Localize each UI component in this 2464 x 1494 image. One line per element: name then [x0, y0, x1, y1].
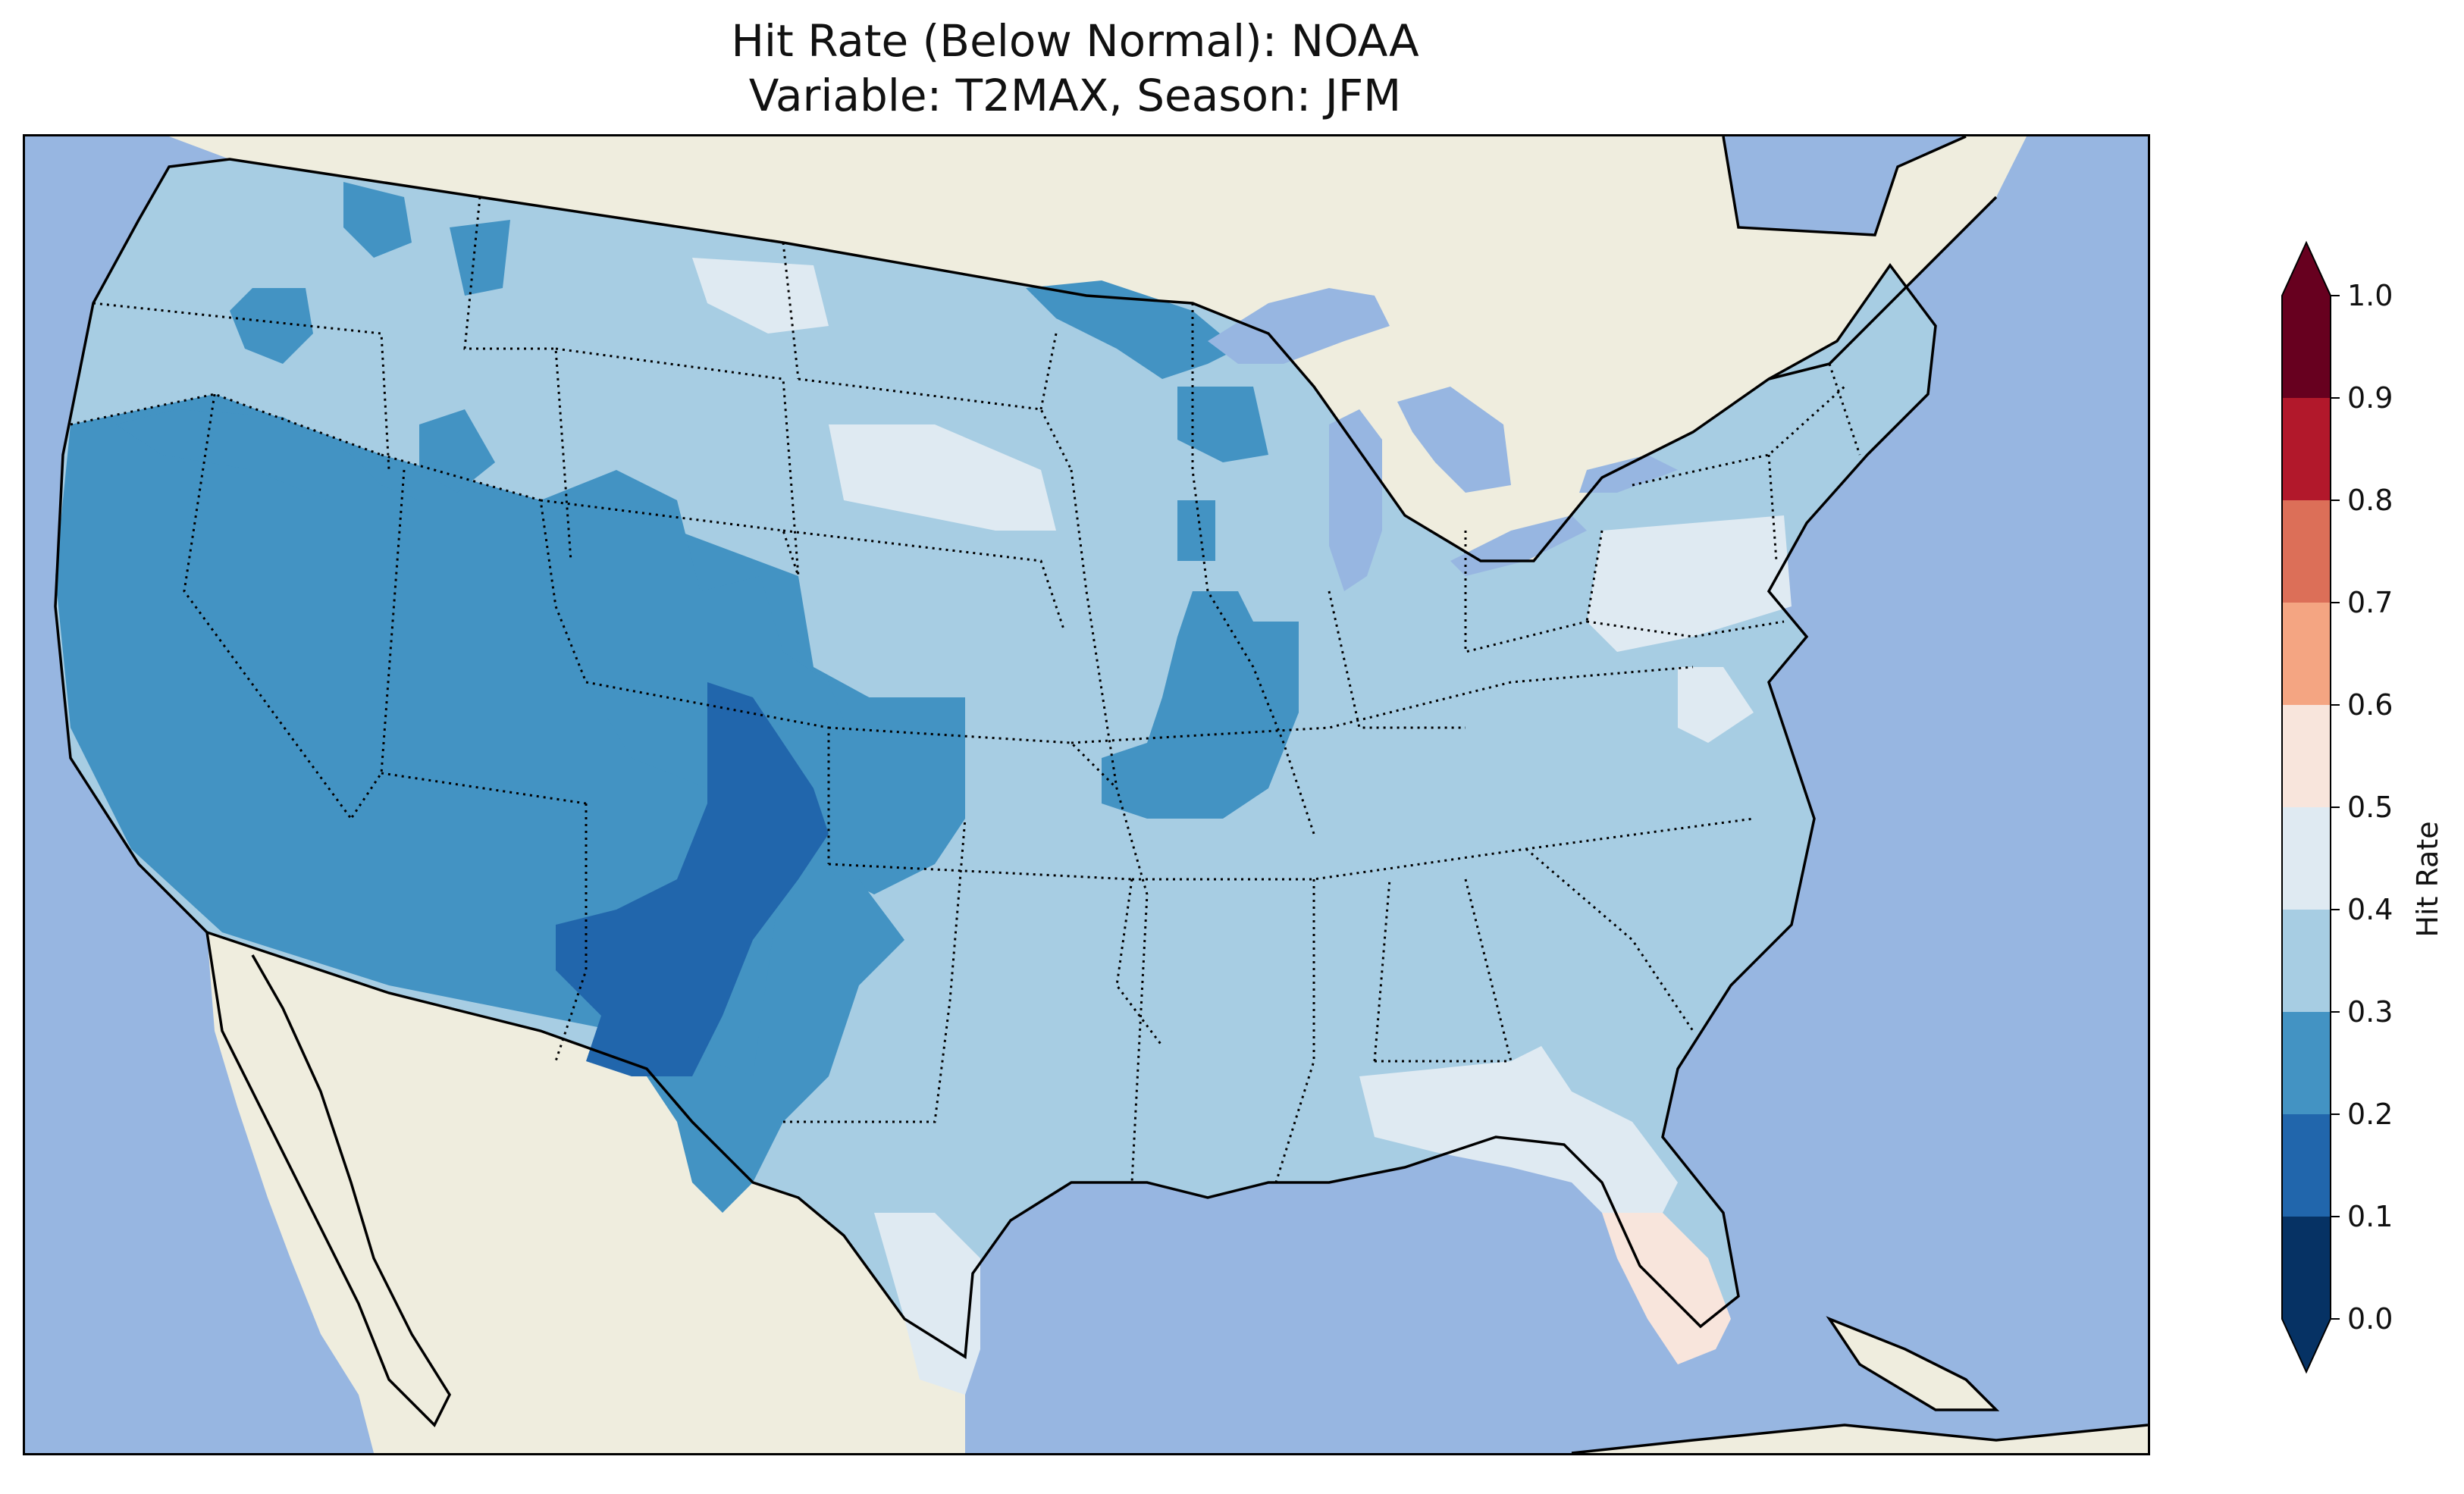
colorbar-bin	[2282, 705, 2331, 807]
montana-northeast-region	[692, 258, 829, 334]
colorbar-tick-label: 0.9	[2347, 381, 2393, 415]
colorbar-tick-label: 0.6	[2347, 688, 2393, 722]
colorbar-tick-label: 0.3	[2347, 995, 2393, 1029]
colorbar-bin	[2282, 296, 2331, 398]
kansas-oklahoma-region	[844, 697, 965, 894]
colorado-wyoming-region	[541, 470, 859, 819]
state-borders	[70, 196, 1861, 1183]
map-svg	[54, 136, 2148, 1453]
conus-outline	[54, 158, 1937, 1359]
colorbar-tick-label: 0.5	[2347, 791, 2393, 824]
washington-patch-1	[230, 288, 313, 364]
bahamas-land	[1572, 1425, 2148, 1453]
colorbar-bin	[2282, 603, 2331, 705]
washington-patch-3	[450, 220, 510, 296]
missouri-illinois-region	[1102, 591, 1299, 819]
gulf-coast-region	[1359, 1046, 1678, 1213]
colorbar-bin	[2282, 1012, 2331, 1114]
colorbar-label: Hit Rate	[2411, 821, 2444, 937]
cuba-land	[1829, 1319, 1996, 1410]
colorbar-bin	[2282, 1114, 2331, 1217]
canada-land	[169, 136, 2027, 561]
conus-base	[55, 159, 1936, 1357]
lake-huron	[1397, 387, 1511, 493]
wisconsin-patch	[1177, 387, 1268, 462]
lake-ontario	[1579, 455, 1678, 493]
colorbar-ticks: 0.0 0.1 0.2 0.3 0.4 0.5 0.6 0.7 0.8 0.9 1.0	[2331, 279, 2393, 1336]
virginia-west-region	[1678, 667, 1754, 743]
colorbar-tick-label: 0.4	[2347, 893, 2393, 926]
colorbar: 0.0 0.1 0.2 0.3 0.4 0.5 0.6 0.7 0.8 0.9 1.0 Hit Ra…	[2281, 240, 2444, 1374]
colorbar-tick-label: 0.8	[2347, 484, 2393, 517]
bahamas-outline	[1571, 1424, 2148, 1453]
minnesota-north-region	[1026, 280, 1238, 379]
mexico-land	[207, 932, 965, 1453]
colorbar-extend-max	[2282, 243, 2331, 296]
pennsylvania-region	[1587, 515, 1792, 652]
washington-patch-2	[343, 182, 412, 258]
colorbar-bin	[2282, 398, 2331, 500]
oregon-south-region	[116, 409, 419, 500]
colorbar-tick-label: 0.0	[2347, 1302, 2393, 1336]
map-frame	[23, 134, 2150, 1455]
iowa-illinois-patch	[1177, 500, 1215, 561]
colorbar-bin	[2282, 807, 2331, 910]
colorbar-tick-label: 0.7	[2347, 586, 2393, 619]
baja-outline	[205, 932, 452, 1427]
cuba-outline	[1826, 1316, 2000, 1411]
colorbar-tick-label: 0.1	[2347, 1200, 2393, 1233]
new-mexico-core	[556, 682, 829, 1076]
colorbar-extend-min	[2282, 1319, 2331, 1372]
colorbar-tick-label: 1.0	[2347, 279, 2393, 312]
colorbar-bins	[2281, 240, 2331, 1374]
colorbar-bin	[2282, 500, 2331, 603]
colorbar-tick-label: 0.2	[2347, 1098, 2393, 1131]
map-title: Hit Rate (Below Normal): NOAA	[731, 15, 1419, 67]
lake-superior	[1208, 288, 1390, 364]
map-subtitle: Variable: T2MAX, Season: JFM	[748, 70, 1402, 121]
idaho-patch	[419, 409, 495, 493]
south-dakota-region	[829, 424, 1056, 531]
lake-michigan	[1329, 409, 1382, 591]
colorbar-bin	[2282, 910, 2331, 1012]
west-texas-region	[647, 864, 904, 1213]
colorbar-bin	[2282, 1217, 2331, 1319]
